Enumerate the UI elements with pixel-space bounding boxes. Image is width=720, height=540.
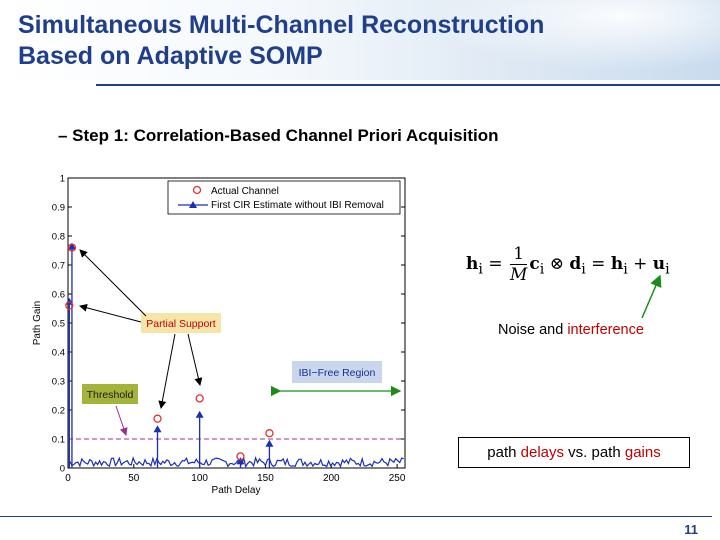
eq-otimes: ⊗ <box>549 254 564 274</box>
threshold-label: Threshold <box>87 389 134 401</box>
noise-prefix: Noise and <box>498 322 568 338</box>
footer-rule <box>0 516 712 517</box>
y-tick-label: 0.3 <box>52 377 65 388</box>
eq-equals: = <box>488 254 503 274</box>
noise-floor-trace <box>67 456 404 469</box>
eq-u-sub: i <box>665 261 670 278</box>
actual-channel-circle-marker <box>236 452 245 461</box>
eq-c-sub: i <box>539 261 545 278</box>
y-axis-label: Path Gain <box>32 301 43 345</box>
arrow-partial-support-2 <box>79 303 142 323</box>
eq-h-sub: i <box>478 261 483 278</box>
box-gains: gains <box>624 444 661 461</box>
eq-u: u <box>652 254 666 274</box>
ibi-free-label: IBI−Free Region <box>299 367 376 379</box>
x-tick-label: 200 <box>323 473 340 484</box>
path-gain-chart: 0 50 100 150 200 250 0 0.1 0.2 0.3 0.4 0.5 0.6 0.7 0.… <box>28 170 413 505</box>
eq-frac-den: M <box>509 265 528 285</box>
x-axis-label: Path Delay <box>212 485 261 496</box>
annotation-partial-support: Partial Support <box>141 313 221 333</box>
y-tick-label: 0 <box>60 464 65 475</box>
x-tick-label: 50 <box>128 473 140 484</box>
slide-title-line-1: Simultaneous Multi-Channel Reconstructio… <box>18 11 545 39</box>
box-part3: vs. path <box>564 444 625 461</box>
title-rule <box>96 84 720 86</box>
x-tick-label: 250 <box>389 473 406 484</box>
arrow-partial-support-1 <box>79 249 147 317</box>
x-tick-label: 150 <box>257 473 274 484</box>
estimate-triangle-marker <box>236 457 245 465</box>
y-tick-label: 0.7 <box>52 261 65 272</box>
partial-support-label: Partial Support <box>146 318 216 330</box>
annotation-ibi-free: IBI−Free Region <box>292 361 382 383</box>
eq-h2-sub: i <box>623 261 628 278</box>
annotation-threshold: Threshold <box>82 384 138 404</box>
header-glow <box>390 0 720 80</box>
x-tick-label: 0 <box>65 473 71 484</box>
y-tick-label: 0.6 <box>52 290 65 301</box>
box-delays: delays <box>520 444 564 461</box>
estimate-triangle-marker <box>265 439 274 447</box>
legend-actual-channel: Actual Channel <box>211 186 279 197</box>
eq-c: c <box>529 254 540 274</box>
legend: Actual Channel First CIR Estimate withou… <box>167 180 401 215</box>
y-tick-label: 1 <box>60 174 65 185</box>
eq-h: h <box>466 254 479 274</box>
path-delays-gains-box: path delays vs. path gains <box>458 437 690 468</box>
arrow-threshold <box>115 405 128 436</box>
y-tick-label: 0.1 <box>52 435 65 446</box>
x-tick-label: 100 <box>191 473 208 484</box>
slide-title: Simultaneous Multi-Channel Reconstructio… <box>18 10 658 72</box>
page-number: 11 <box>684 522 698 537</box>
actual-channel-circle-marker <box>153 414 162 423</box>
arrow-partial-support-4 <box>187 333 203 386</box>
arrow-partial-support-3 <box>158 333 176 409</box>
y-tick-label: 0.8 <box>52 232 65 243</box>
chart-svg: 0 50 100 150 200 250 0 0.1 0.2 0.3 0.4 0.5 0.6 0.7 0.… <box>32 174 406 497</box>
estimate-triangle-marker <box>67 242 76 250</box>
eq-equals-2: = <box>591 254 606 274</box>
box-part1: path <box>487 444 521 461</box>
estimate-triangle-marker <box>153 425 162 433</box>
eq-d: d <box>569 254 582 274</box>
y-tick-label: 0.2 <box>52 406 65 417</box>
eq-d-sub: i <box>581 261 586 278</box>
plot-frame <box>67 177 406 469</box>
noise-interference-label: Noise and interference <box>498 322 644 338</box>
eq-frac-num: 1 <box>509 244 528 265</box>
legend-circle-marker <box>192 185 202 195</box>
eq-fraction: 1 M <box>509 244 528 285</box>
legend-first-cir: First CIR Estimate without IBI Removal <box>211 200 384 211</box>
bullet-step-1: – Step 1: Correlation-Based Channel Prio… <box>58 126 499 145</box>
estimate-triangle-marker <box>195 410 204 418</box>
slide-title-line-2: Based on Adaptive SOMP <box>18 42 323 70</box>
y-tick-label: 0.4 <box>52 348 65 359</box>
eq-h2: h <box>610 254 624 274</box>
y-tick-label: 0.5 <box>52 319 65 330</box>
actual-channel-circle-marker <box>195 394 204 403</box>
noise-arrow <box>641 274 662 319</box>
equation: hi = 1 M ci ⊗ di = hi + ui <box>466 244 670 285</box>
actual-channel-circle-marker <box>67 243 77 252</box>
actual-channel-circle-marker <box>265 429 274 438</box>
actual-channel-circle-marker <box>65 301 74 310</box>
noise-highlight: interference <box>567 322 644 338</box>
y-tick-label: 0.9 <box>52 203 65 214</box>
legend-triangle-marker <box>189 201 197 208</box>
eq-plus: + <box>633 254 648 274</box>
